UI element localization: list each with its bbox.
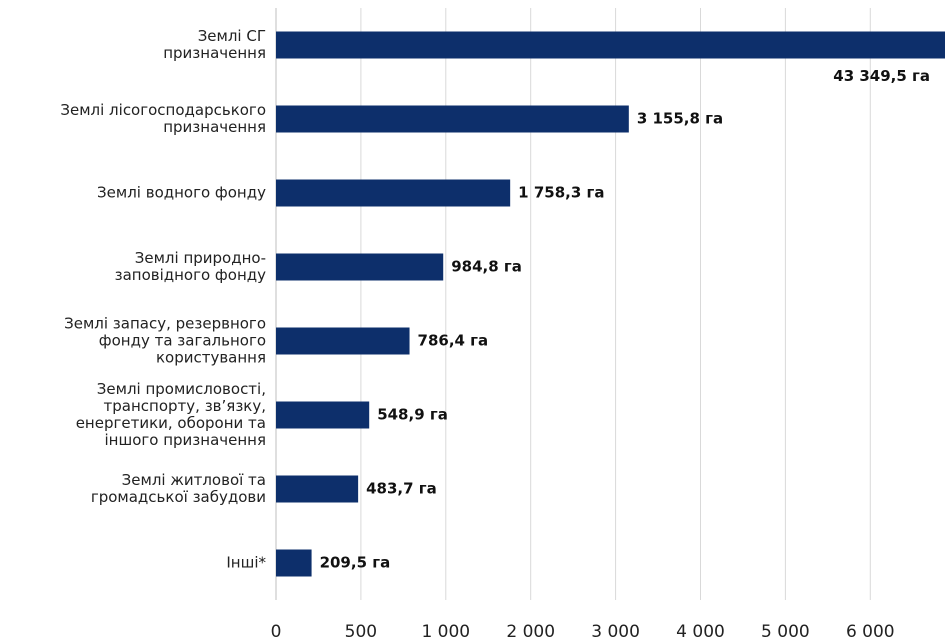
bar [276,31,945,59]
y-tick-label: Землі водного фонду [97,183,266,202]
y-tick-label: Землі промисловості, транспорту, зв’язку… [75,380,266,449]
x-tick-label: 3 000 [591,622,640,642]
value-label: 3 155,8 га [637,110,723,128]
bar [276,179,511,207]
x-tick-label: 2 000 [506,622,555,642]
bar [276,549,312,577]
x-tick-label: 5 000 [761,622,810,642]
value-label: 1 758,3 га [518,184,604,202]
bar [276,327,410,355]
y-tick-label: Землі житлової та громадської забудови [90,471,266,506]
y-tick-label: Землі природно- заповідного фонду [114,249,266,284]
bar [276,401,370,429]
value-label: 548,9 га [377,406,448,424]
bar [276,105,629,133]
value-label: 43 349,5 га [833,67,930,85]
x-tick-label: 0 [271,622,282,642]
y-tick-label: Землі лісогосподарського призначення [60,101,266,136]
value-label: 984,8 га [451,258,522,276]
value-label: 786,4 га [418,332,489,350]
value-label: 209,5 га [320,554,391,572]
y-tick-label: Землі запасу, резервного фонду та загаль… [64,314,266,367]
y-tick-label: Інші* [226,553,266,572]
x-tick-label: 6 000 [846,622,895,642]
x-tick-label: 500 [345,622,377,642]
value-label: 483,7 га [366,480,437,498]
bar [276,253,444,281]
x-tick-label: 1 000 [421,622,470,642]
x-tick-label: 4 000 [676,622,725,642]
bar [276,475,359,503]
y-tick-label: Землі СГ призначення [163,27,266,62]
